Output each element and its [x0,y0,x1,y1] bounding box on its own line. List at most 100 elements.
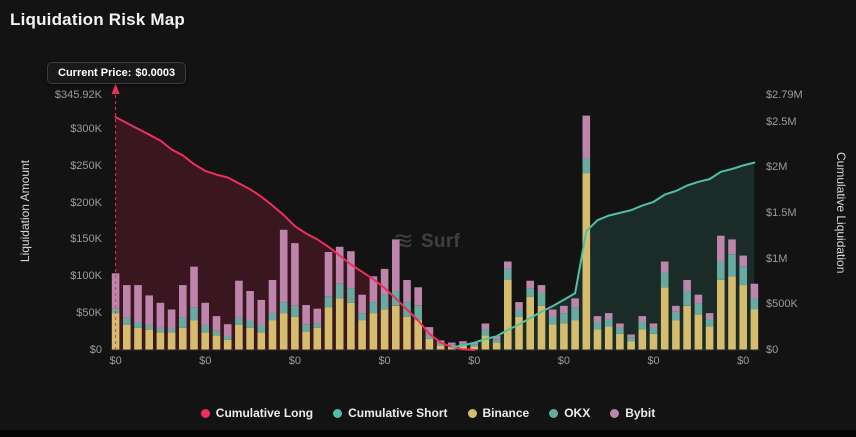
left-axis-tick: $100K [70,270,102,283]
legend-item-cumulative-long[interactable]: Cumulative Long [200,406,313,420]
bar-okx [145,324,153,330]
bar-bybit [526,280,534,289]
bar-okx [279,302,288,314]
bar-bybit [212,316,221,331]
cumulative-short-line [450,161,756,349]
bar-binance [481,335,490,350]
bar-bybit [324,252,333,297]
bar-binance [167,332,176,350]
bar-bybit [392,239,400,291]
bar-okx [548,316,557,325]
bar-bybit [302,305,310,325]
bar-bybit [448,342,456,345]
bar-binance [279,313,288,350]
bar-binance [403,316,411,350]
legend-item-okx[interactable]: OKX [549,406,590,420]
bar-okx [425,334,434,339]
bar-bybit [537,285,546,293]
bar-okx [627,337,635,342]
bar-okx [313,323,322,328]
right-axis-tick: $1.5M [766,206,797,219]
left-axis-tick: $300K [70,122,102,135]
bar-binance [145,329,153,350]
bar-binance [638,329,647,350]
x-axis-tick: $0 [557,355,570,367]
bar-bybit [235,280,243,318]
bar-binance [750,309,759,350]
legend-marker-icon [333,408,343,418]
bar-binance [156,332,165,350]
current-price-label: Current Price: [58,67,132,79]
x-axis-tick: $0 [647,355,660,367]
bar-okx [616,327,624,334]
bar-binance [324,307,333,350]
bar-binance [436,345,445,350]
bar-okx [268,313,277,321]
bar-binance [515,316,523,350]
legend-marker-icon [549,408,559,418]
legend-marker-icon [610,408,620,418]
legend-label: OKX [564,406,591,420]
legend-item-bybit[interactable]: Bybit [610,406,655,420]
bar-binance [616,333,624,350]
bar-bybit [560,305,568,314]
bar-okx [167,328,176,333]
right-axis-tick: $2.79M [766,89,803,101]
bar-bybit [190,266,198,308]
bar-okx [324,296,333,308]
bar-okx [604,319,613,327]
bar-bybit [705,313,714,319]
bar-bybit [145,295,153,325]
bar-bybit [380,268,389,295]
x-axis-tick: $0 [199,355,212,367]
legend-label: Binance [482,406,530,420]
legend-item-cumulative-short[interactable]: Cumulative Short [333,406,448,420]
legend-item-binance[interactable]: Binance [467,406,530,420]
right-axis-tick: $500K [766,298,798,311]
bar-binance [627,341,635,350]
bar-okx [201,324,209,333]
bar-binance [593,329,602,350]
bar-bybit [683,280,691,292]
bar-binance [425,338,434,350]
current-price-arrow-icon [111,83,120,94]
bar-okx [302,324,310,332]
left-axis-tick: $0 [89,344,102,356]
bar-bybit [425,327,434,335]
left-axis-title: Liquidation Amount [18,160,32,263]
bar-binance [380,309,389,350]
bar-binance [537,305,546,350]
bar-binance [604,326,613,350]
bar-bybit [638,316,647,322]
bar-bybit [717,235,725,262]
right-axis-tick: $2M [766,161,788,174]
bar-binance [358,320,366,350]
bar-bybit [201,302,209,325]
left-axis-tick: $200K [70,196,102,209]
left-axis-tick: $50K [76,307,102,320]
watermark-text: Surf [420,230,461,252]
page-title: Liquidation Risk Map [10,10,185,29]
bar-binance [459,345,467,350]
bottom-strip [0,430,856,437]
right-axis-tick: $2.5M [766,115,797,128]
bar-okx [481,329,490,336]
chart-plot[interactable] [110,80,760,356]
bar-bybit [492,336,501,340]
bar-bybit [123,285,131,318]
bar-binance [660,287,669,350]
bar-binance [179,327,187,350]
bar-okx [436,343,445,346]
legend: Cumulative Long Cumulative Short Binance OK… [0,406,856,420]
bar-binance [257,332,266,350]
bar-okx [414,305,422,321]
bar-bybit [279,229,288,302]
bar-binance [739,285,747,350]
x-axis-tick: $0 [288,355,302,367]
bar-okx [683,291,691,306]
bar-okx [571,307,579,321]
bar-binance [683,305,691,350]
bar-okx [582,158,591,173]
bar-okx [223,336,232,340]
x-axis-tick: $0 [468,355,481,367]
